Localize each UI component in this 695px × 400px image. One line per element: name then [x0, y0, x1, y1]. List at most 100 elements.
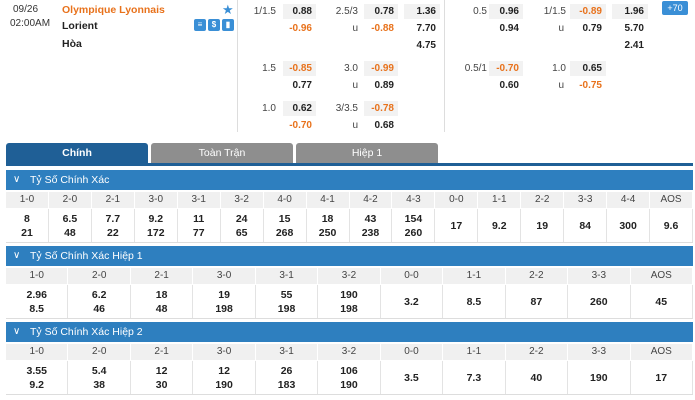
more-markets-button[interactable]: +70: [662, 1, 688, 15]
score-header: 2-1: [131, 268, 194, 284]
home-team[interactable]: Olympique Lyonnais: [62, 4, 165, 16]
score-odds-cell[interactable]: 154 260: [392, 209, 436, 242]
ou-under-odds[interactable]: 0.68: [374, 120, 394, 131]
score-odds-cell[interactable]: 5.4 38: [68, 361, 131, 394]
odds-value: 46: [93, 302, 106, 315]
score-odds-cell[interactable]: 17: [435, 209, 479, 242]
score-odds-cell[interactable]: 24 65: [221, 209, 264, 242]
half-ou-over-odds[interactable]: -0.89: [570, 4, 606, 19]
score-header: 4-0: [264, 192, 307, 208]
handicap-home-odds[interactable]: 0.88: [283, 4, 316, 19]
score-header: 3-0: [135, 192, 178, 208]
tab-full-match[interactable]: Toàn Trận: [151, 143, 293, 163]
half-handicap-away-odds[interactable]: 0.60: [499, 80, 519, 91]
score-odds-cell[interactable]: 40: [506, 361, 569, 394]
half-1x2-odds[interactable]: 2.41: [624, 40, 644, 51]
handicap-away-odds[interactable]: 0.77: [292, 80, 312, 91]
half-ou-over-odds[interactable]: 0.65: [570, 61, 606, 76]
score-odds-cell[interactable]: 45: [631, 285, 693, 318]
score-odds-cell[interactable]: 3.55 9.2: [6, 361, 69, 394]
score-odds-cell[interactable]: 12 190: [193, 361, 256, 394]
section-header[interactable]: ∨ Tỷ Số Chính Xác Hiệp 1: [6, 246, 693, 266]
score-odds-cell[interactable]: 11 77: [178, 209, 221, 242]
score-odds-cell[interactable]: 6.5 48: [49, 209, 92, 242]
score-odds-cell[interactable]: 2.96 8.5: [6, 285, 69, 318]
half-ou-under-odds[interactable]: -0.75: [579, 80, 602, 91]
ou-over-odds[interactable]: -0.78: [364, 101, 398, 116]
odds-value: 5.4: [91, 364, 107, 377]
half-ou-line: 1.0: [552, 63, 566, 74]
half-handicap-home-odds[interactable]: 0.96: [489, 4, 523, 19]
score-odds-cell[interactable]: 17: [631, 361, 693, 394]
list-icon[interactable]: ≡: [194, 19, 206, 31]
tab-main[interactable]: Chính: [6, 143, 148, 163]
score-header: 1-0: [6, 344, 69, 360]
handicap-home-odds[interactable]: 0.62: [283, 101, 316, 116]
score-header: AOS: [650, 192, 693, 208]
dollar-icon[interactable]: $: [208, 19, 220, 31]
half-1x2-odds[interactable]: 1.96: [612, 4, 648, 19]
handicap-away-odds[interactable]: -0.96: [289, 23, 312, 34]
odds-value: 198: [340, 302, 358, 315]
score-odds-cell[interactable]: 9.2: [478, 209, 522, 242]
half-handicap-away-odds[interactable]: 0.94: [499, 23, 519, 34]
score-odds-cell[interactable]: 106 190: [318, 361, 381, 394]
ou-under-odds[interactable]: -0.88: [371, 23, 394, 34]
score-odds-cell[interactable]: 18 250: [307, 209, 350, 242]
score-odds-cell[interactable]: 8 21: [6, 209, 49, 242]
score-odds-cell[interactable]: 8.5: [443, 285, 506, 318]
handicap-home-odds[interactable]: -0.85: [283, 61, 316, 76]
tab-underline: [6, 163, 693, 166]
score-odds-cell[interactable]: 3.5: [381, 361, 444, 394]
section-header[interactable]: ∨ Tỷ Số Chính Xác Hiệp 2: [6, 322, 693, 342]
ou-under-odds[interactable]: 0.89: [374, 80, 394, 91]
ou-over-odds[interactable]: 0.78: [364, 4, 398, 19]
score-odds-cell[interactable]: 260: [568, 285, 631, 318]
score-odds-cell[interactable]: 43 238: [350, 209, 393, 242]
score-odds-cell[interactable]: 6.2 46: [68, 285, 131, 318]
score-header: 3-3: [564, 192, 608, 208]
score-odds-cell[interactable]: 19 198: [193, 285, 256, 318]
score-odds-cell[interactable]: 190 198: [318, 285, 381, 318]
score-odds-cell[interactable]: 87: [506, 285, 569, 318]
score-odds-cell[interactable]: 26 183: [256, 361, 319, 394]
star-icon[interactable]: ★: [222, 2, 234, 17]
score-header: AOS: [631, 344, 693, 360]
score-odds-cell[interactable]: 19: [521, 209, 565, 242]
score-odds-cell[interactable]: 7.3: [443, 361, 506, 394]
1x2-odds[interactable]: 1.36: [404, 4, 440, 19]
1x2-odds[interactable]: 7.70: [416, 23, 436, 34]
score-odds-cell[interactable]: 9.2 172: [135, 209, 178, 242]
score-odds-cell[interactable]: 12 30: [131, 361, 194, 394]
odds-value: 154: [404, 212, 423, 225]
score-odds-cell[interactable]: 84: [564, 209, 608, 242]
odds-value: 12: [218, 364, 230, 377]
score-header: 3-1: [256, 268, 319, 284]
half-ou-under-odds[interactable]: 0.79: [582, 23, 602, 34]
score-odds-cell[interactable]: 18 48: [131, 285, 194, 318]
odds-value: 11: [193, 212, 205, 225]
ou-over-odds[interactable]: -0.99: [364, 61, 398, 76]
score-odds-cell[interactable]: 190: [568, 361, 631, 394]
handicap-away-odds[interactable]: -0.70: [289, 120, 312, 131]
match-time: 02:00AM: [10, 18, 51, 29]
section-header[interactable]: ∨ Tỷ Số Chính Xác: [6, 170, 693, 190]
score-odds-cell[interactable]: 300: [607, 209, 651, 242]
chart-icon[interactable]: ▮: [222, 19, 234, 31]
odds-value: 30: [155, 378, 168, 391]
score-header: AOS: [631, 268, 693, 284]
score-odds-cell[interactable]: 7.7 22: [92, 209, 135, 242]
tab-first-half[interactable]: Hiệp 1: [296, 143, 438, 163]
half-1x2-odds[interactable]: 5.70: [624, 23, 644, 34]
1x2-odds[interactable]: 4.75: [416, 40, 436, 51]
odds-value: 19: [536, 219, 549, 232]
odds-value: 3.55: [26, 364, 47, 377]
score-odds-cell[interactable]: 15 268: [264, 209, 307, 242]
score-odds-cell[interactable]: 9.6: [650, 209, 693, 242]
odds-value: 106: [340, 364, 358, 377]
score-odds-cell[interactable]: 3.2: [381, 285, 444, 318]
away-team[interactable]: Lorient: [62, 20, 98, 32]
half-handicap-home-odds[interactable]: -0.70: [489, 61, 523, 76]
score-odds-cell[interactable]: 55 198: [256, 285, 319, 318]
score-header: 0-0: [381, 344, 444, 360]
